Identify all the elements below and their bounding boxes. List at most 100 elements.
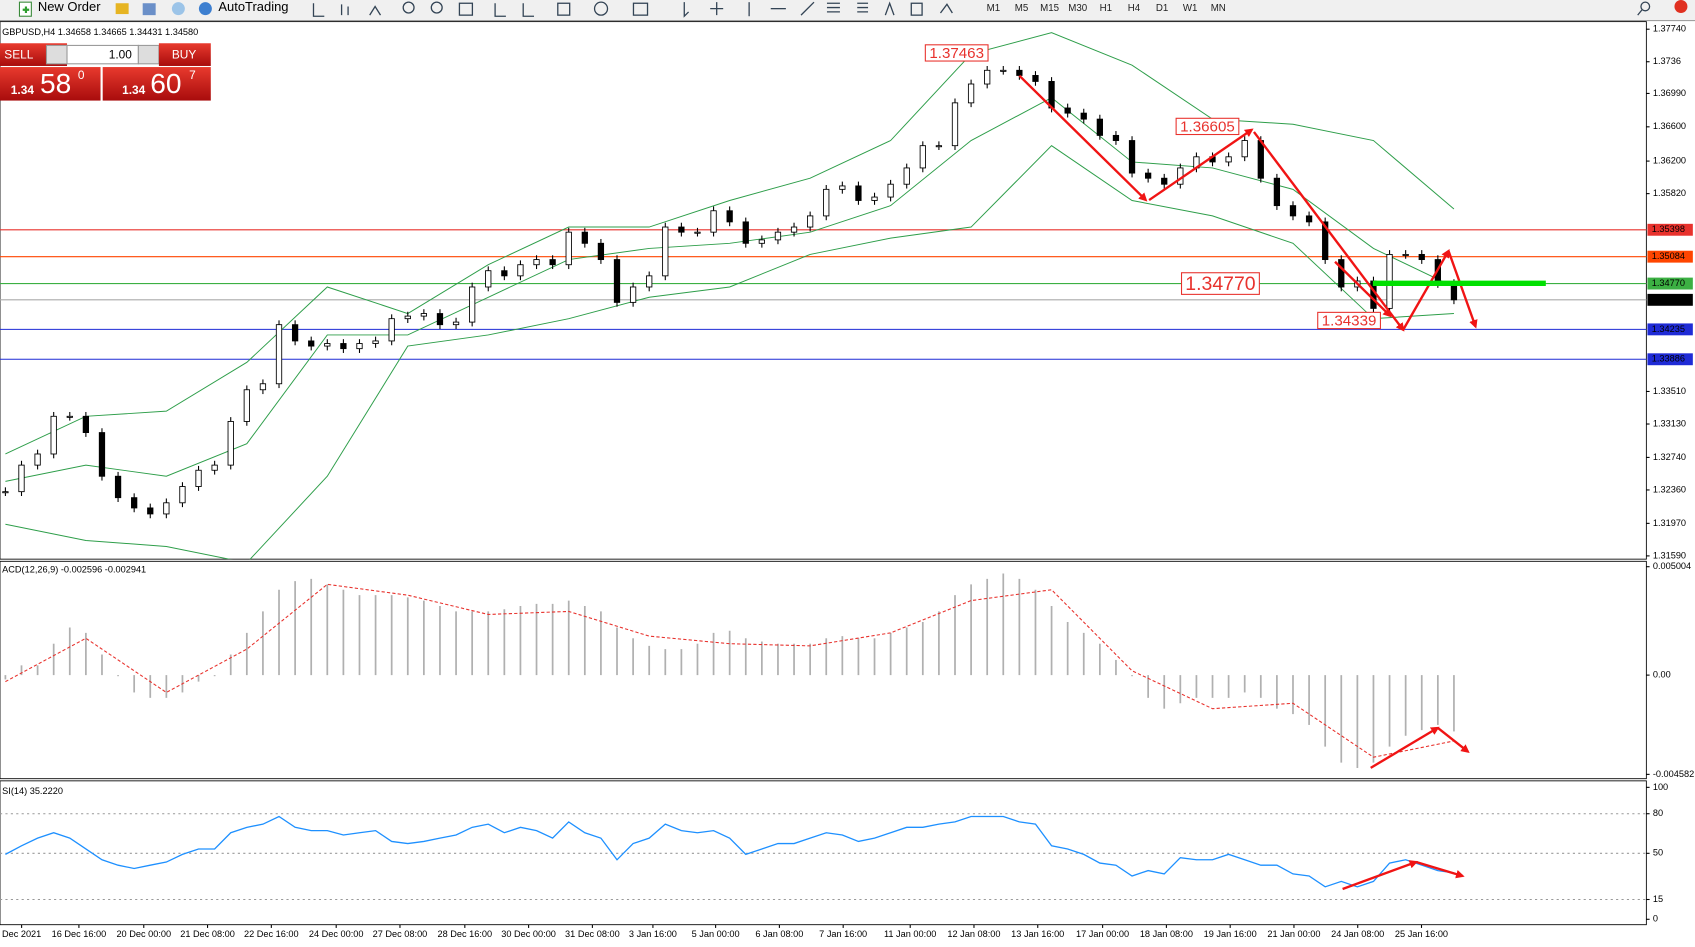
candle-body	[114, 475, 122, 499]
price-annotation-box	[1175, 117, 1240, 136]
lot-down[interactable]	[45, 44, 68, 65]
candle-body	[324, 343, 331, 347]
candle-body	[485, 270, 492, 288]
timeframe-button[interactable]: W1	[1183, 3, 1198, 14]
price-level-tag	[1647, 223, 1693, 236]
candle-body	[919, 145, 926, 169]
candle-body	[1145, 172, 1152, 179]
x-tick-label: 22 Dec 16:00	[244, 929, 299, 939]
x-tick-label: 17 Jan 00:00	[1076, 929, 1129, 939]
x-tick-label: 19 Jan 16:00	[1204, 929, 1257, 939]
indicator-title: ACD(12,26,9) -0.002596 -0.002941	[2, 564, 146, 574]
candle-body	[678, 226, 685, 233]
x-tick-label: 28 Dec 16:00	[438, 929, 493, 939]
new-order-button[interactable]: New Order	[18, 0, 101, 17]
candle-body	[66, 415, 73, 418]
x-tick-label: 21 Dec 08:00	[180, 929, 235, 939]
timeframe-button[interactable]: H1	[1100, 3, 1112, 14]
y-tick-label: 1.31590	[1653, 550, 1686, 560]
x-tick-label: 5 Jan 00:00	[692, 929, 740, 939]
x-tick-label: 30 Dec 00:00	[501, 929, 556, 939]
buy-price[interactable]	[102, 67, 211, 101]
candle-body	[82, 415, 90, 434]
candle-body	[887, 183, 894, 198]
sell-pips: 58	[40, 68, 71, 99]
x-tick-label: 24 Dec 00:00	[309, 929, 364, 939]
candle-body	[1257, 140, 1264, 179]
timeframe-button[interactable]: MN	[1211, 3, 1226, 14]
icon[interactable]	[171, 2, 185, 16]
candle-body	[517, 264, 524, 277]
y-tick-label: -0.004582	[1653, 769, 1694, 779]
price-panel	[0, 21, 1647, 560]
toolbar-icons[interactable]	[312, 1, 1651, 18]
candle-body	[984, 69, 991, 85]
candle-body	[259, 383, 267, 391]
icon[interactable]	[115, 3, 129, 15]
icon[interactable]	[142, 3, 156, 16]
y-tick-label: 0	[1653, 914, 1658, 924]
candle-body	[967, 83, 975, 104]
indicator-title: GBPUSD,H4 1.34658 1.34665 1.34431 1.3458…	[2, 27, 198, 37]
price-level-label: 1.34580	[1652, 294, 1685, 304]
rsi-line	[5, 815, 1455, 888]
candle-body	[774, 231, 782, 241]
y-tick-label: 1.31970	[1653, 518, 1686, 528]
timeframe-button[interactable]: M1	[987, 3, 1001, 14]
candle-body	[935, 145, 943, 148]
y-tick-label: 1.32360	[1653, 484, 1686, 494]
macd-panel	[0, 560, 1647, 780]
candle-body	[195, 469, 202, 487]
timeframe-button[interactable]: H4	[1128, 3, 1141, 14]
price-level-label: 1.35084	[1652, 251, 1685, 261]
timeframe-button[interactable]: M15	[1040, 3, 1059, 14]
lot-value: 1.00	[109, 47, 133, 61]
buy-button[interactable]	[158, 43, 211, 66]
timeframe-button[interactable]: M30	[1068, 3, 1087, 14]
bollinger-lower	[5, 145, 1454, 560]
price-level-label: 1.34770	[1652, 278, 1685, 288]
candle-body	[2, 491, 9, 494]
price-annotation: 1.34770	[1185, 273, 1255, 295]
candle-body	[839, 185, 846, 190]
x-tick-label: 11 Jan 00:00	[884, 929, 936, 939]
candle-body	[436, 313, 444, 326]
candle-body	[758, 239, 765, 244]
x-tick-label: 24 Jan 08:00	[1331, 929, 1384, 939]
candle-body	[420, 313, 428, 317]
candle-body	[131, 497, 138, 509]
candle-body	[1112, 134, 1120, 141]
candle-body	[227, 421, 234, 466]
timeframe-button[interactable]: M5	[1015, 3, 1029, 14]
candle-body	[291, 324, 299, 342]
auto-trading-button[interactable]: AutoTrading	[198, 0, 289, 16]
candle-body	[340, 343, 347, 350]
candle-body	[533, 259, 540, 266]
y-tick-label: 1.33510	[1653, 386, 1686, 396]
timeframe-button[interactable]: D1	[1156, 3, 1168, 14]
candle-body	[404, 315, 411, 320]
candle-body	[790, 226, 798, 233]
candle-body	[646, 275, 653, 288]
x-tick-label: 31 Dec 08:00	[565, 929, 620, 939]
trend-arrows	[1018, 74, 1478, 891]
sell-big-figure: 1.34	[11, 83, 35, 97]
candle-body	[163, 502, 170, 515]
candle-body	[179, 486, 186, 504]
lot-up[interactable]	[137, 44, 160, 65]
price-annotation: 1.36605	[1180, 118, 1235, 135]
buy-label: BUY	[172, 47, 196, 61]
candle-body	[629, 286, 637, 303]
sell-price[interactable]	[0, 67, 101, 101]
candle-body	[726, 210, 733, 223]
notification-badge[interactable]	[1674, 0, 1688, 13]
candle-body	[501, 270, 508, 277]
candle-body	[1161, 177, 1168, 185]
price-level-tag	[1647, 323, 1693, 336]
candle-body	[243, 389, 250, 422]
price-annotation: 1.34339	[1322, 313, 1377, 330]
candle-body	[308, 340, 315, 347]
candle-body	[388, 318, 395, 342]
price-level-tag	[1647, 353, 1693, 366]
